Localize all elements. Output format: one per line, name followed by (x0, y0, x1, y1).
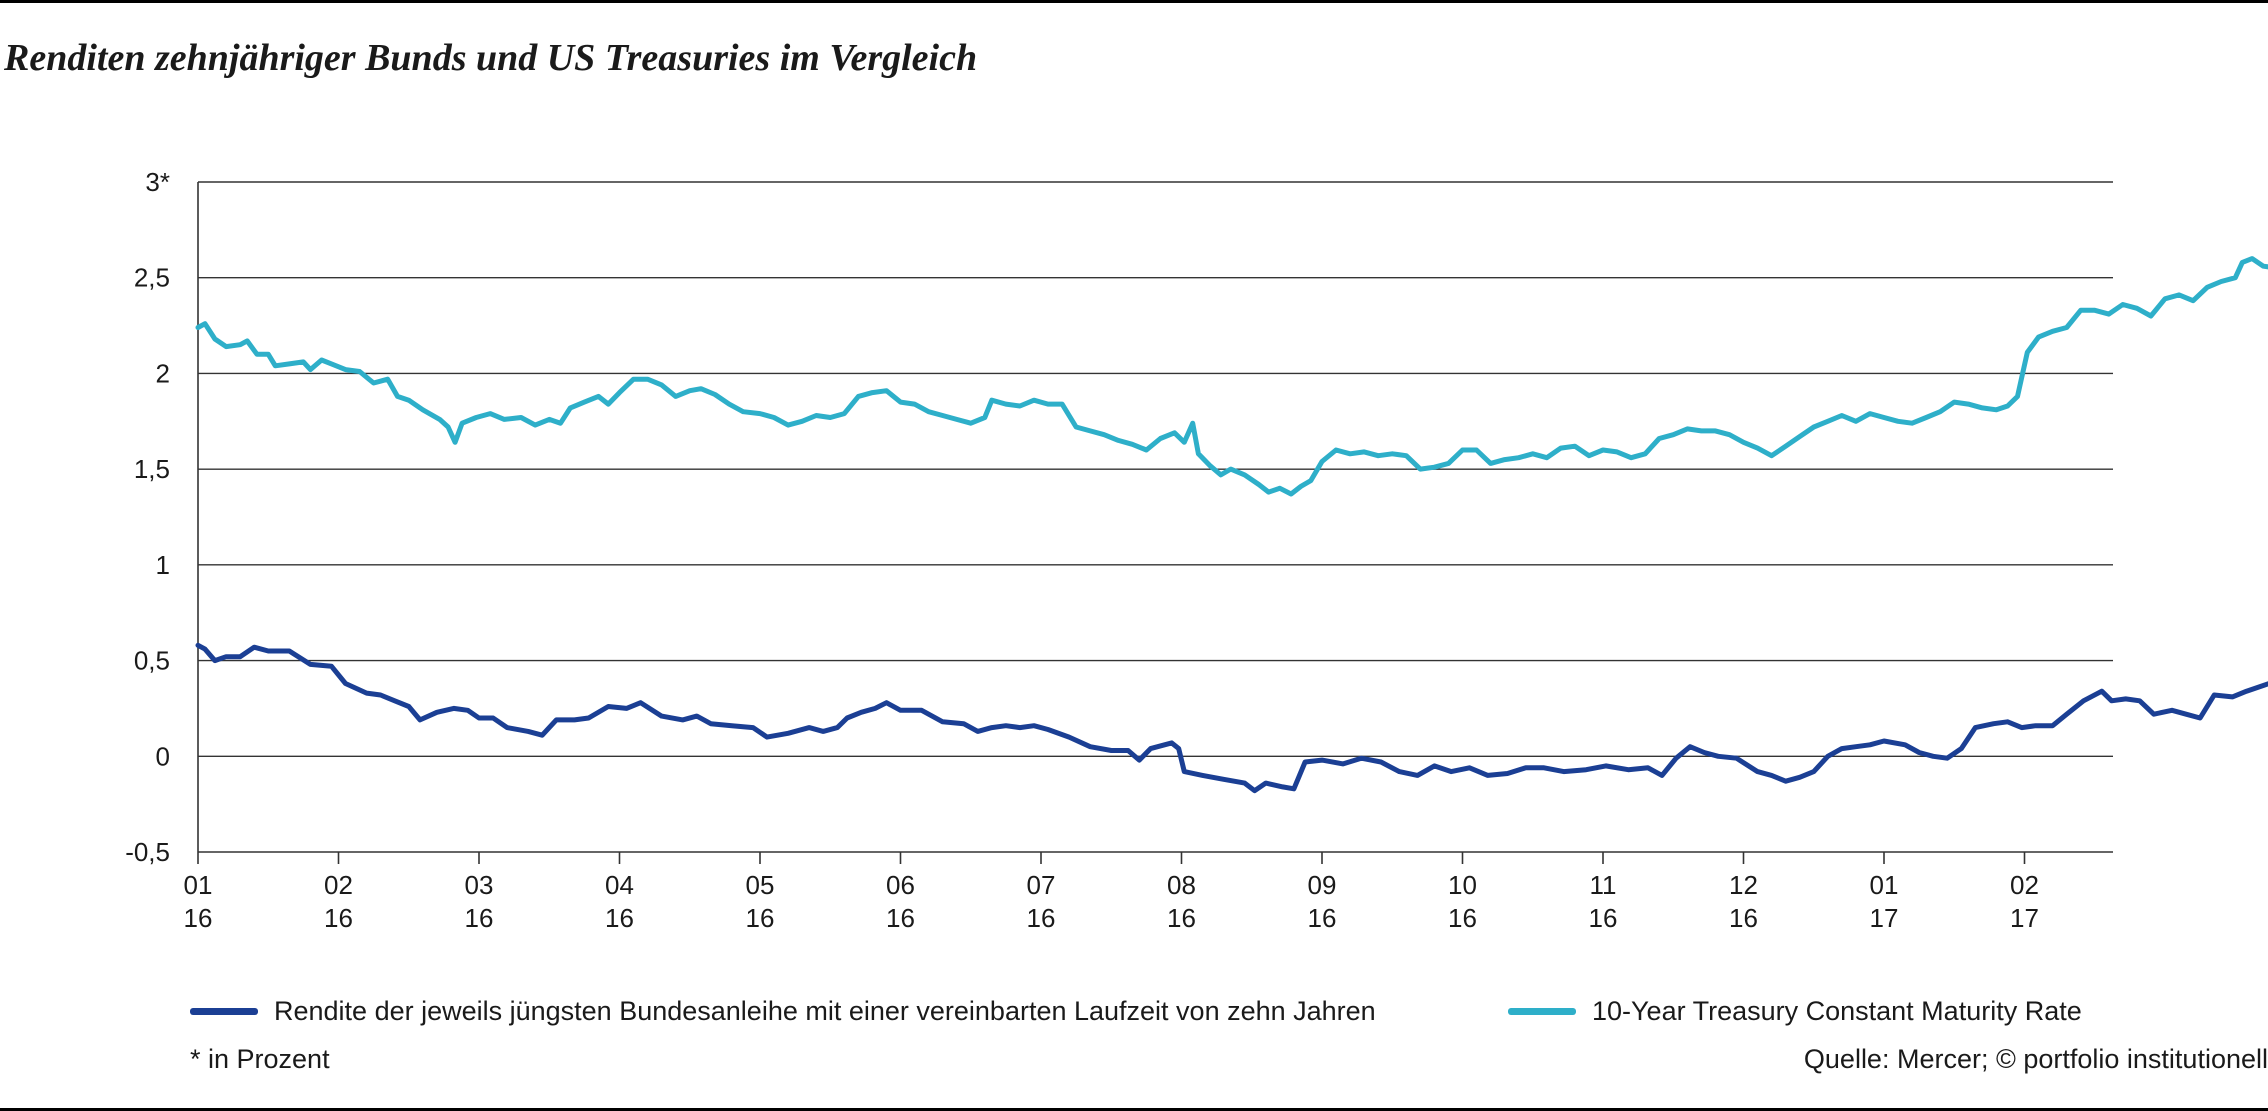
x-tick-label-month: 03 (465, 870, 494, 900)
x-tick-label-year: 16 (1729, 903, 1758, 933)
series-line-bund (195, 642, 2268, 794)
x-tick-label-year: 16 (1589, 903, 1618, 933)
x-tick-label-month: 06 (886, 870, 915, 900)
x-tick-label-year: 16 (465, 903, 494, 933)
x-tick-label-year: 17 (2010, 903, 2039, 933)
x-tick-label-year: 16 (1027, 903, 1056, 933)
x-tick-label-month: 09 (1308, 870, 1337, 900)
x-tick-label-year: 16 (324, 903, 353, 933)
x-tick-label-month: 08 (1167, 870, 1196, 900)
x-tick-label-month: 07 (1027, 870, 1056, 900)
x-tick-label-year: 16 (605, 903, 634, 933)
x-tick-label-month: 11 (1590, 870, 1617, 900)
legend-item-bund: Rendite der jeweils jüngsten Bundesanlei… (190, 993, 1376, 1029)
source-note: Quelle: Mercer; © portfolio institutione… (1803, 1044, 2268, 1074)
x-tick-label-year: 16 (1448, 903, 1477, 933)
y-tick-label: 3* (145, 167, 170, 197)
legend-item-treasury: 10-Year Treasury Constant Maturity Rate (1508, 993, 2082, 1029)
x-tick-label-year: 16 (886, 903, 915, 933)
x-tick-label-month: 12 (1729, 870, 1758, 900)
x-tick-label-month: 02 (324, 870, 353, 900)
legend-swatch-bund (190, 1007, 258, 1015)
x-tick-label-year: 16 (184, 903, 213, 933)
legend-swatch-treasury (1508, 1007, 1576, 1015)
top-rule (0, 0, 2268, 3)
legend-label-treasury: 10-Year Treasury Constant Maturity Rate (1592, 995, 2082, 1026)
footnote: * in Prozent (190, 1044, 330, 1074)
line-chart: -0,500,511,522,53*0116021603160416051606… (125, 167, 2268, 933)
y-tick-label: -0,5 (125, 837, 170, 867)
y-tick-label: 0,5 (134, 646, 170, 676)
x-tick-label-month: 04 (605, 870, 634, 900)
legend-label-bund: Rendite der jeweils jüngsten Bundesanlei… (274, 995, 1376, 1026)
y-tick-label: 0 (156, 741, 170, 771)
x-tick-label-year: 16 (746, 903, 775, 933)
x-tick-label-month: 05 (746, 870, 775, 900)
x-tick-label-month: 01 (1870, 870, 1899, 900)
chart-title: Renditen zehnjähriger Bunds und US Treas… (4, 37, 978, 79)
x-tick-label-month: 02 (2010, 870, 2039, 900)
x-tick-label-year: 16 (1308, 903, 1337, 933)
x-tick-label-year: 16 (1167, 903, 1196, 933)
y-tick-label: 1,5 (134, 454, 170, 484)
bottom-rule (0, 1108, 2268, 1111)
series-line-treasury (195, 256, 2268, 497)
y-tick-label: 2 (156, 358, 170, 388)
x-tick-label-year: 17 (1870, 903, 1899, 933)
x-tick-label-month: 10 (1448, 870, 1477, 900)
y-tick-label: 2,5 (134, 263, 170, 293)
x-tick-label-month: 01 (184, 870, 213, 900)
y-tick-label: 1 (156, 550, 170, 580)
